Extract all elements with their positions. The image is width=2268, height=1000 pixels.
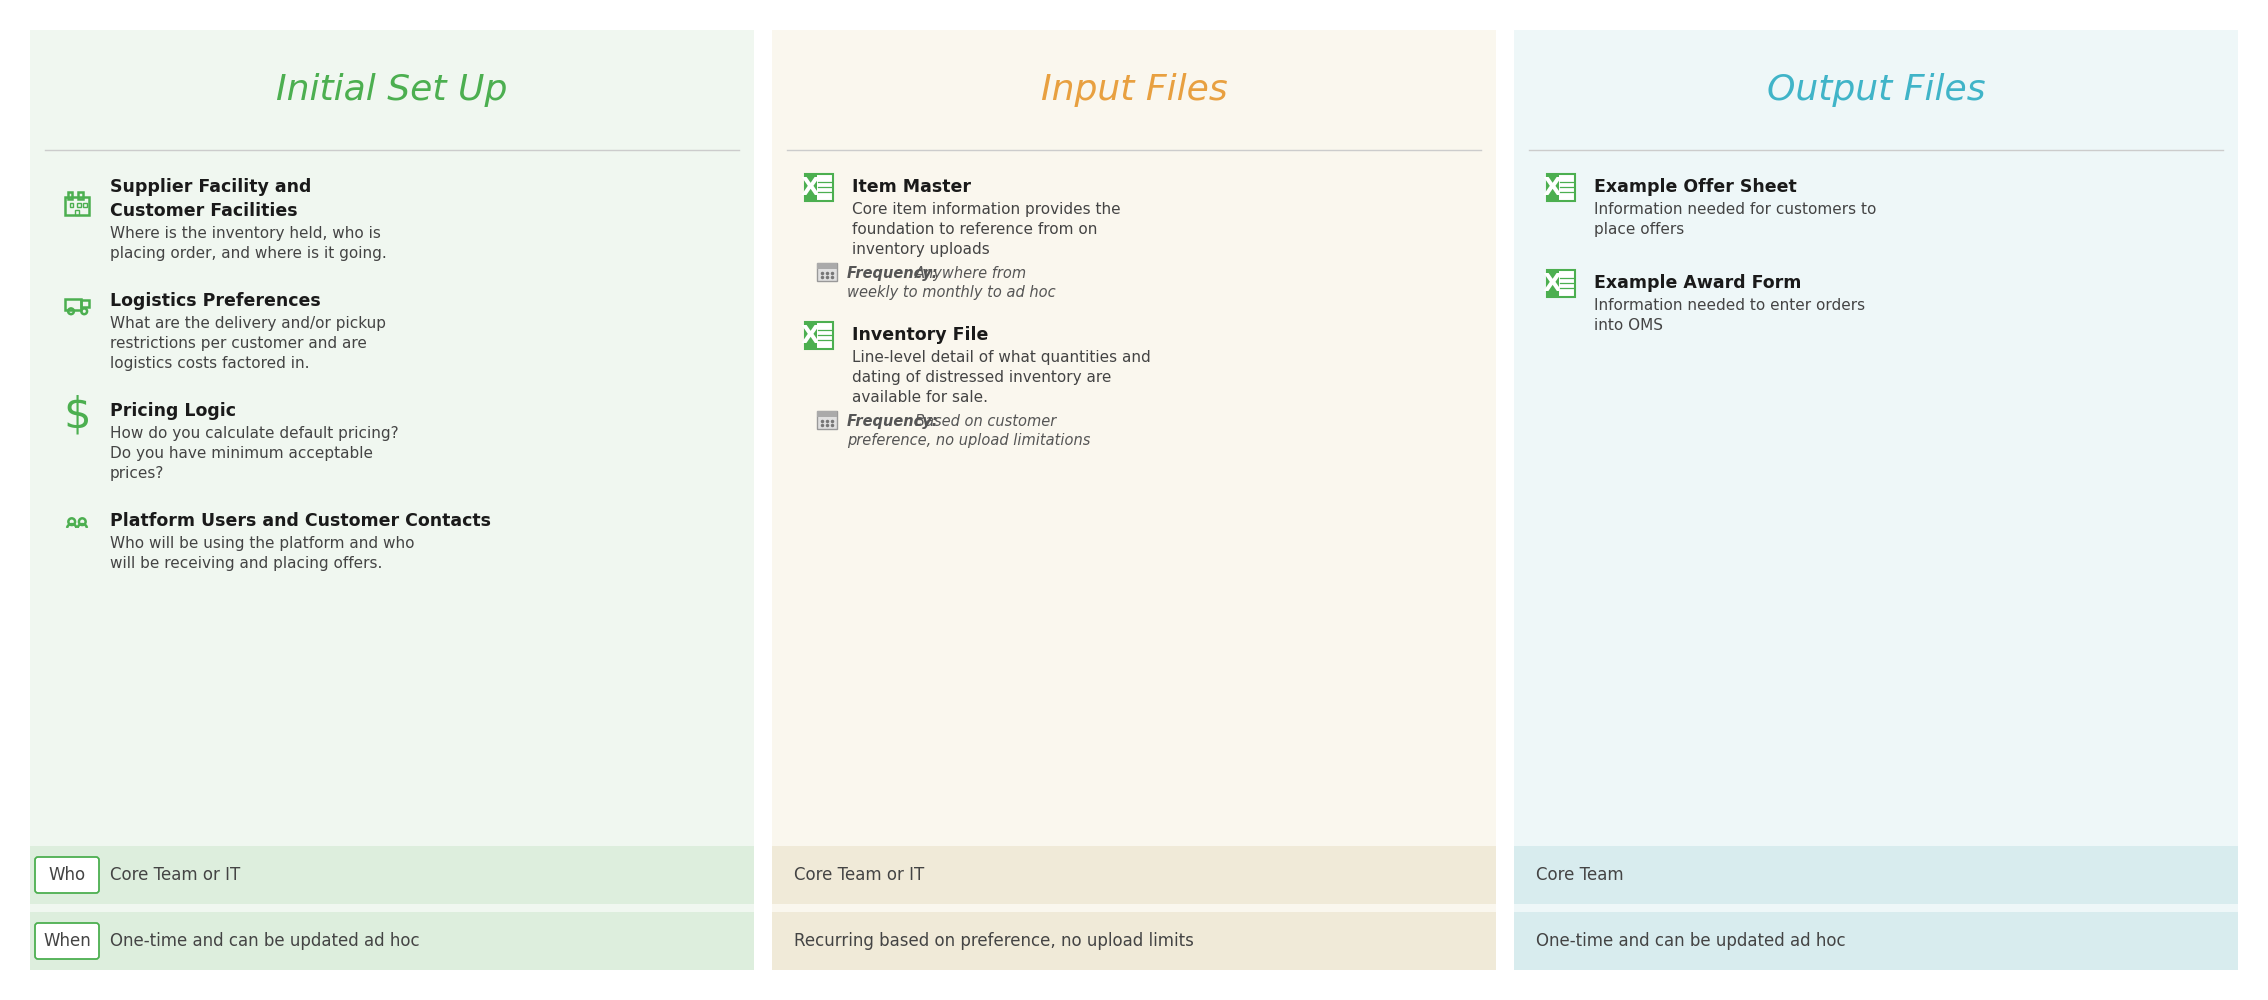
Text: foundation to reference from on: foundation to reference from on — [853, 222, 1098, 237]
Text: will be receiving and placing offers.: will be receiving and placing offers. — [111, 556, 383, 571]
Text: $: $ — [64, 395, 91, 437]
FancyBboxPatch shape — [805, 174, 832, 201]
FancyBboxPatch shape — [34, 923, 100, 959]
Bar — [1547, 174, 1558, 201]
Text: Frequency:: Frequency: — [846, 414, 943, 429]
Bar — [29, 30, 753, 970]
Text: Item Master: Item Master — [853, 178, 971, 196]
Text: Based on customer: Based on customer — [916, 414, 1057, 429]
Bar — [816, 411, 837, 429]
Bar — [29, 912, 753, 970]
Bar — [77, 192, 82, 199]
Bar — [1547, 270, 1558, 297]
Text: When: When — [43, 932, 91, 950]
Bar — [1515, 846, 2239, 904]
Text: Where is the inventory held, who is: Where is the inventory held, who is — [111, 226, 381, 241]
FancyBboxPatch shape — [1547, 270, 1576, 297]
Bar — [29, 846, 753, 904]
Bar — [771, 30, 1497, 150]
Bar — [805, 174, 816, 201]
Bar — [84, 203, 86, 207]
Text: Supplier Facility and: Supplier Facility and — [111, 178, 311, 196]
Bar — [75, 210, 79, 215]
Text: available for sale.: available for sale. — [853, 390, 989, 405]
Text: Logistics Preferences: Logistics Preferences — [111, 292, 320, 310]
Text: Recurring based on preference, no upload limits: Recurring based on preference, no upload… — [794, 932, 1193, 950]
Text: dating of distressed inventory are: dating of distressed inventory are — [853, 370, 1111, 385]
Text: Pricing Logic: Pricing Logic — [111, 402, 236, 420]
Text: X: X — [1542, 176, 1563, 200]
Bar — [771, 846, 1497, 904]
FancyBboxPatch shape — [805, 322, 832, 349]
Text: X: X — [801, 324, 821, 348]
Bar — [70, 203, 73, 207]
Bar — [82, 300, 88, 307]
Text: restrictions per customer and are: restrictions per customer and are — [111, 336, 367, 351]
Text: Line-level detail of what quantities and: Line-level detail of what quantities and — [853, 350, 1150, 365]
Text: Customer Facilities: Customer Facilities — [111, 202, 297, 220]
Text: Information needed to enter orders: Information needed to enter orders — [1594, 298, 1864, 313]
Bar — [29, 30, 753, 150]
Text: Example Award Form: Example Award Form — [1594, 274, 1801, 292]
Text: Core Team or IT: Core Team or IT — [111, 866, 240, 884]
Text: Initial Set Up: Initial Set Up — [277, 73, 508, 107]
Text: Core Team: Core Team — [1535, 866, 1624, 884]
Text: place offers: place offers — [1594, 222, 1685, 237]
Bar — [771, 912, 1497, 970]
FancyBboxPatch shape — [1547, 174, 1576, 201]
Bar — [1515, 30, 2239, 150]
Text: X: X — [801, 176, 821, 200]
Bar — [64, 299, 82, 310]
Bar — [816, 411, 837, 417]
Bar — [68, 192, 73, 199]
Bar — [1515, 912, 2239, 970]
Text: Anywhere from: Anywhere from — [916, 266, 1027, 281]
Text: Who: Who — [48, 866, 86, 884]
Bar — [816, 263, 837, 269]
Bar — [771, 30, 1497, 970]
Text: weekly to monthly to ad hoc: weekly to monthly to ad hoc — [846, 285, 1055, 300]
Text: One-time and can be updated ad hoc: One-time and can be updated ad hoc — [111, 932, 420, 950]
Text: prices?: prices? — [111, 466, 163, 481]
Text: Who will be using the platform and who: Who will be using the platform and who — [111, 536, 415, 551]
Text: Input Files: Input Files — [1041, 73, 1227, 107]
Bar — [805, 322, 816, 349]
Text: Output Files: Output Files — [1767, 73, 1984, 107]
Bar — [1515, 30, 2239, 970]
Text: Frequency:: Frequency: — [846, 266, 943, 281]
Text: One-time and can be updated ad hoc: One-time and can be updated ad hoc — [1535, 932, 1846, 950]
Text: Core item information provides the: Core item information provides the — [853, 202, 1120, 217]
Text: X: X — [1542, 272, 1563, 296]
Text: logistics costs factored in.: logistics costs factored in. — [111, 356, 308, 371]
Text: Inventory File: Inventory File — [853, 326, 989, 344]
Text: into OMS: into OMS — [1594, 318, 1662, 333]
Text: Platform Users and Customer Contacts: Platform Users and Customer Contacts — [111, 512, 490, 530]
Text: placing order, and where is it going.: placing order, and where is it going. — [111, 246, 388, 261]
Text: Information needed for customers to: Information needed for customers to — [1594, 202, 1876, 217]
Text: inventory uploads: inventory uploads — [853, 242, 989, 257]
Text: What are the delivery and/or pickup: What are the delivery and/or pickup — [111, 316, 386, 331]
Bar — [66, 197, 88, 215]
Text: preference, no upload limitations: preference, no upload limitations — [846, 433, 1091, 448]
Text: Example Offer Sheet: Example Offer Sheet — [1594, 178, 1796, 196]
Text: Core Team or IT: Core Team or IT — [794, 866, 925, 884]
Bar — [77, 203, 82, 207]
Text: How do you calculate default pricing?: How do you calculate default pricing? — [111, 426, 399, 441]
Bar — [816, 263, 837, 281]
Text: Do you have minimum acceptable: Do you have minimum acceptable — [111, 446, 372, 461]
FancyBboxPatch shape — [34, 857, 100, 893]
